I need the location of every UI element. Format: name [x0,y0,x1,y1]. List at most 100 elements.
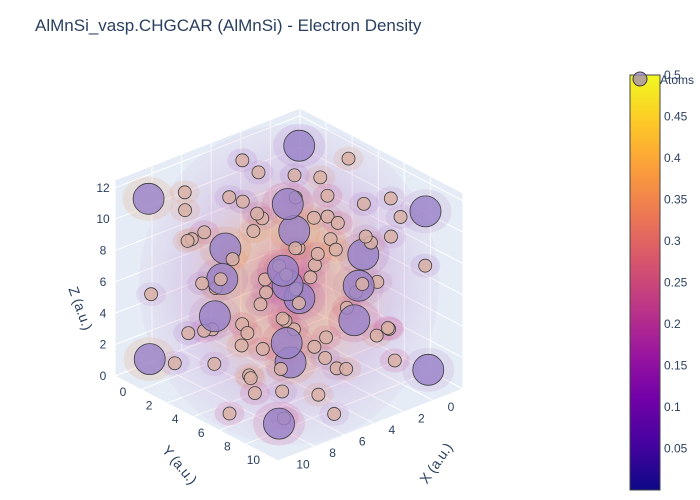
atom-point[interactable] [412,353,445,386]
atom-point[interactable] [418,258,433,273]
atom-point[interactable] [181,326,196,341]
atom-point[interactable] [355,277,370,291]
z-tick-label: 2 [100,338,107,352]
atom-point[interactable] [356,196,371,211]
chart-title: AlMnSi_vasp.CHGCAR (AlMnSi) - Electron D… [35,16,422,35]
colorbar-tick-label: 0.05 [664,442,688,456]
atom-point[interactable] [273,362,288,376]
y-tick-label: 4 [388,423,395,437]
atom-point[interactable] [263,407,295,440]
atom-point[interactable] [267,254,299,287]
atom-point[interactable] [248,386,262,401]
atom-point[interactable] [234,338,249,353]
atom-point[interactable] [338,304,371,337]
atom-point[interactable] [292,296,306,310]
atom-point[interactable] [133,343,166,376]
atom-point[interactable] [380,321,395,335]
atom-point[interactable] [313,170,328,185]
atom-point[interactable] [253,297,268,312]
atom-point[interactable] [283,129,316,162]
atom-point[interactable] [339,361,354,376]
atom-point[interactable] [306,210,321,225]
atom-point[interactable] [275,311,290,326]
x-axis-title: X (a.u.) [416,440,455,487]
atom-point[interactable] [330,216,345,230]
atom-point[interactable] [303,270,318,285]
atom-point[interactable] [393,210,408,224]
colorbar-tick-label: 0.1 [664,400,681,414]
colorbar-rect [629,74,661,491]
atom-point[interactable] [132,182,165,215]
atom-point[interactable] [167,356,182,371]
legend-marker [632,71,648,87]
atom-point[interactable] [287,168,302,183]
atom-point[interactable] [240,326,255,340]
atom-point[interactable] [251,165,266,180]
atom-point[interactable] [384,229,398,244]
legend-label-atoms[interactable]: Atoms [660,73,694,87]
atom-point[interactable] [199,300,231,333]
atom-point[interactable] [180,234,195,248]
atom-point[interactable] [319,330,333,345]
atom-point[interactable] [207,356,222,371]
y-tick-label: 0 [448,400,455,414]
atom-point[interactable] [328,242,343,257]
colorbar-tick-label: 0.5 [664,68,681,82]
atom-point[interactable] [341,151,356,166]
legend[interactable]: Atoms [632,71,694,87]
atom-point[interactable] [213,272,228,287]
atom-point[interactable] [197,225,212,240]
atom-point[interactable] [383,191,398,206]
y-tick-label: 6 [359,435,366,449]
colorbar-tick-label: 0.45 [664,110,688,124]
atom-point[interactable] [275,384,290,399]
atom-point[interactable] [358,229,373,244]
atom-point[interactable] [222,190,237,205]
atom-point[interactable] [311,387,326,402]
atom-point[interactable] [271,188,304,220]
atom-point[interactable] [369,328,384,343]
atom-point[interactable] [320,209,335,224]
atom-point[interactable] [320,188,335,203]
z-tick-label: 8 [100,244,107,258]
atom-point[interactable] [318,351,333,365]
x-tick-label: 2 [146,399,153,413]
atom-point[interactable] [387,353,402,368]
atom-point[interactable] [327,407,342,421]
y-axis-title: Y (a.u.) [159,442,201,487]
atom-point[interactable] [288,241,303,256]
atom-point[interactable] [246,224,261,238]
x-tick-label: 6 [198,426,205,440]
z-tick-label: 12 [96,181,110,195]
atom-point[interactable] [250,206,265,221]
colorbar-tick-label: 0.15 [664,359,688,373]
z-tick-label: 0 [100,369,107,383]
colorbar-ticks: 0.05 0.1 0.15 0.2 0.25 0.3 0.35 0.4 0.45 0.5 [664,68,688,456]
atom-point[interactable] [270,327,303,359]
atom-point[interactable] [235,153,250,168]
atom-point[interactable] [307,339,322,354]
x-tick-label: 10 [247,453,261,467]
z-axis-title: Z (a.u.) [65,284,95,332]
atom-point[interactable] [255,342,270,356]
atom-point[interactable] [222,406,237,421]
atoms-series[interactable] [132,129,445,440]
colorbar: 0.05 0.1 0.15 0.2 0.25 0.3 0.35 0.4 0.45 0.5 [629,68,688,491]
atom-point[interactable] [225,252,240,267]
atom-point[interactable] [178,203,192,218]
atom-point[interactable] [235,194,250,209]
atom-point[interactable] [259,285,274,300]
y-tick-label: 2 [418,412,425,426]
atom-point[interactable] [243,371,258,386]
atom-point[interactable] [177,185,192,200]
atom-point[interactable] [409,195,442,228]
colorbar-tick-label: 0.35 [664,193,688,207]
atom-point[interactable] [310,247,325,261]
atom-point[interactable] [195,276,210,291]
z-tick-label: 6 [100,275,107,289]
y-tick-label: 8 [329,446,336,460]
atom-point[interactable] [144,287,159,302]
z-tick-label: 10 [96,212,110,226]
y-tick-label: 10 [296,458,310,472]
